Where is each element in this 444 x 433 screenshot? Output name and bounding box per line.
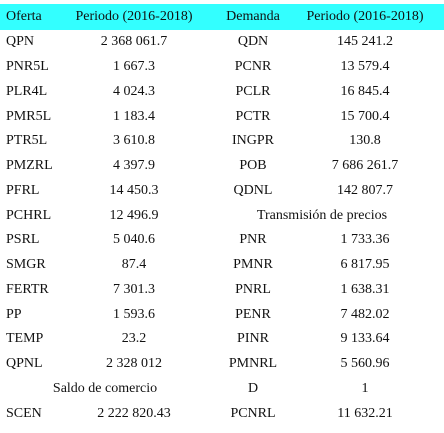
variable-value: 7 301.3	[113, 281, 155, 297]
variable-name: QPNL	[6, 356, 43, 372]
data-table: Oferta Periodo (2016-2018) Demanda Periodo …	[0, 4, 444, 426]
variable-value: 16 845.4	[340, 83, 390, 99]
variable-value: 1	[361, 380, 369, 396]
variable-value: 1 183.4	[113, 108, 155, 124]
variable-name: PSRL	[6, 232, 40, 248]
variable-value: 14 450.3	[109, 182, 159, 198]
variable-value: 2 368 061.7	[100, 34, 168, 50]
variable-value: 7 686 261.7	[331, 158, 399, 174]
variable-name: PINR	[237, 331, 269, 347]
variable-name: TEMP	[6, 331, 44, 347]
variable-value: 87.4	[121, 257, 147, 273]
variable-name: PP	[6, 306, 22, 322]
variable-name: QPN	[6, 34, 35, 50]
variable-value: 142 807.7	[337, 182, 393, 198]
variable-value: 4 397.9	[113, 158, 155, 174]
variable-value: 6 817.95	[340, 257, 390, 273]
variable-value: 9 133.64	[340, 331, 390, 347]
variable-value: 1 593.6	[113, 306, 155, 322]
variable-value: 15 700.4	[340, 108, 390, 124]
variable-value: 3 610.8	[113, 133, 155, 149]
variable-name: PNRL	[235, 281, 271, 297]
header-cell: Periodo (2016-2018)	[296, 4, 444, 30]
table-row: QPN 2 368 061.7 QDN 145 241.2	[0, 30, 444, 55]
variable-name: PNR	[239, 232, 267, 248]
variable-name: PENR	[235, 306, 271, 322]
section-title: Saldo de comercio	[52, 380, 158, 396]
variable-value: 23.2	[121, 331, 147, 347]
variable-name: PCNR	[234, 59, 272, 75]
variable-name: PMR5L	[6, 108, 52, 124]
variable-name: PCNRL	[230, 405, 276, 421]
variable-value: 4 024.3	[113, 83, 155, 99]
header-row: Oferta Periodo (2016-2018) Demanda Periodo …	[0, 4, 444, 30]
variable-name: PLR4L	[6, 83, 48, 99]
table-row: PMZRL 4 397.9 POB 7 686 261.7	[0, 154, 444, 179]
table-row: PLR4L 4 024.3 PCLR 16 845.4	[0, 80, 444, 105]
table-row: PCHRL 12 496.9 Transmisión de precios	[0, 203, 444, 228]
table-row: SCEN 2 222 820.43 PCNRL 11 632.21	[0, 401, 444, 426]
variable-value: 145 241.2	[337, 34, 393, 50]
variable-name: POB	[239, 158, 267, 174]
table-row: PFRL 14 450.3 QDNL 142 807.7	[0, 179, 444, 204]
variable-name: FERTR	[6, 281, 49, 297]
variable-value: 5 560.96	[340, 356, 390, 372]
header-cell: Periodo (2016-2018)	[58, 4, 210, 30]
variable-name: PFRL	[6, 182, 40, 198]
variable-name: SMGR	[6, 257, 46, 273]
variable-name: PMNRL	[228, 356, 278, 372]
variable-value: 1 733.36	[340, 232, 390, 248]
table-row: Saldo de comercio D 1	[0, 377, 444, 402]
variable-name: INGPR	[231, 133, 274, 149]
variable-name: PCLR	[235, 83, 271, 99]
variable-value: 1 667.3	[113, 59, 155, 75]
table-row: FERTR 7 301.3 PNRL 1 638.31	[0, 278, 444, 303]
variable-name: PTR5L	[6, 133, 48, 149]
section-title: Transmisión de precios	[256, 207, 388, 223]
table-row: PTR5L 3 610.8 INGPR 130.8	[0, 129, 444, 154]
variable-value: 11 632.21	[337, 405, 393, 421]
table-row: PP 1 593.6 PENR 7 482.02	[0, 302, 444, 327]
variable-name: SCEN	[6, 405, 42, 421]
variable-value: 130.8	[349, 133, 381, 149]
variable-value: 2 222 820.43	[97, 405, 171, 421]
table-row: TEMP 23.2 PINR 9 133.64	[0, 327, 444, 352]
variable-value: 13 579.4	[340, 59, 390, 75]
variable-name: PNR5L	[6, 59, 49, 75]
variable-name: PMNR	[233, 257, 273, 273]
variable-value: 7 482.02	[340, 306, 390, 322]
table-row: SMGR 87.4 PMNR 6 817.95	[0, 253, 444, 278]
variable-name: PCHRL	[6, 207, 52, 223]
variable-name: D	[247, 380, 259, 396]
variable-name: QDNL	[233, 182, 273, 198]
variable-value: 5 040.6	[113, 232, 155, 248]
header-cell: Demanda	[210, 4, 296, 30]
table-row: PMR5L 1 183.4 PCTR 15 700.4	[0, 104, 444, 129]
variable-name: QDN	[237, 34, 269, 50]
variable-value: 12 496.9	[109, 207, 159, 223]
variable-value: 1 638.31	[340, 281, 390, 297]
table-row: PNR5L 1 667.3 PCNR 13 579.4	[0, 55, 444, 80]
variable-value: 2 328 012	[106, 356, 162, 372]
table-header: Oferta Periodo (2016-2018) Demanda Periodo …	[0, 4, 444, 30]
table-body: QPN 2 368 061.7 QDN 145 241.2 PNR5L 1 667.3 PC…	[0, 30, 444, 426]
variable-name: PCTR	[235, 108, 271, 124]
variable-name: PMZRL	[6, 158, 53, 174]
table-row: QPNL 2 328 012 PMNRL 5 560.96	[0, 352, 444, 377]
table-row: PSRL 5 040.6 PNR 1 733.36	[0, 228, 444, 253]
header-cell: Oferta	[0, 4, 58, 30]
